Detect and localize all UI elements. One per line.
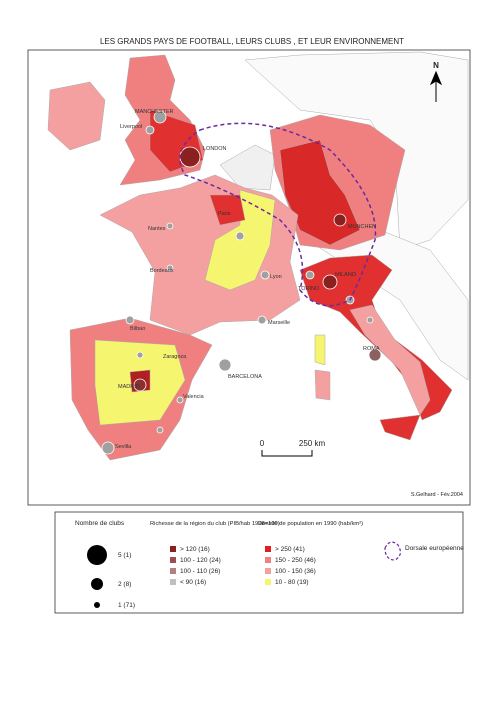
- dense-region: [209, 194, 246, 226]
- legend-swatch: [265, 579, 271, 585]
- legend: Nombre de clubs 5 (1) 2 (8) 1 (71) Riche…: [75, 520, 464, 609]
- north-label: N: [433, 61, 439, 70]
- sicily: [379, 414, 421, 441]
- place-label: LONDON: [203, 146, 227, 152]
- corsica-sardinia: [314, 334, 326, 366]
- scale-bar: 0 250 km: [260, 439, 326, 457]
- club-circle: [305, 270, 315, 280]
- place-label: Valencia: [183, 394, 205, 400]
- legend-item: 10 - 80 (19): [275, 579, 309, 586]
- place-label: Paris: [218, 211, 231, 217]
- north-arrow: N: [429, 61, 443, 102]
- legend-box: [54, 511, 464, 614]
- club-circle: [257, 315, 267, 325]
- low-density: [349, 304, 431, 416]
- legend-swatch: [265, 557, 271, 563]
- place-label: TORINO: [298, 286, 320, 292]
- club-circle: [179, 146, 201, 168]
- club-circle: [153, 110, 167, 124]
- legend-swatch: [170, 546, 176, 552]
- legend-item: > 250 (41): [275, 546, 305, 553]
- club-circle: [125, 315, 135, 325]
- place-label: Liverpool: [120, 124, 142, 130]
- club-circle: [166, 222, 174, 230]
- place-label: Bordeaux: [150, 268, 174, 274]
- place-label: Zaragoza: [163, 354, 187, 360]
- legend-item: 1 (71): [118, 602, 135, 609]
- club-circle: [133, 378, 147, 392]
- club-circle: [136, 351, 144, 359]
- club-circle: [101, 441, 115, 455]
- dorsale-europeenne: [179, 122, 377, 307]
- club-circle: [322, 274, 338, 290]
- legend-swatch: [265, 568, 271, 574]
- club-circle: [166, 264, 174, 272]
- place-label: Nantes: [148, 226, 166, 232]
- legend-title: Densité de population en 1990 (hab/km²): [258, 521, 363, 527]
- place-label: MADRID: [118, 384, 140, 390]
- legend-item: 2 (8): [118, 581, 131, 588]
- club-circle: [145, 125, 155, 135]
- legend-title: Nombre de clubs: [75, 520, 125, 527]
- other-countries: [299, 229, 469, 381]
- club-circle: [366, 316, 374, 324]
- place-label: MILANO: [335, 272, 357, 278]
- title: LES GRANDS PAYS DE FOOTBALL, LEURS CLUBS…: [100, 37, 404, 46]
- legend-item: Dorsale européenne: [405, 545, 464, 552]
- credit: S.Gelhard - Fév.2004: [411, 492, 463, 498]
- place-labels: MANCHESTER Liverpool LONDON Paris Nantes…: [115, 109, 380, 450]
- club-circle: [235, 231, 245, 241]
- place-label: ROMA: [363, 346, 380, 352]
- place-label: Sevilla: [115, 444, 132, 450]
- legend-dorsale: [384, 541, 401, 561]
- other-countries: [244, 51, 469, 251]
- legend-item: 5 (1): [118, 552, 131, 559]
- place-label: Bilbao: [130, 326, 145, 332]
- clubs: [101, 110, 382, 455]
- club-circle: [368, 348, 382, 362]
- legend-circle: [87, 545, 107, 565]
- legend-item: 100 - 150 (36): [275, 568, 316, 575]
- north-arrow-shape: [429, 70, 443, 102]
- place-label: MUNCHEN: [348, 224, 376, 230]
- legend-item: 100 - 110 (26): [180, 568, 220, 575]
- legend-swatch: [170, 557, 176, 563]
- sardinia: [314, 369, 331, 401]
- place-label: Lyon: [270, 274, 282, 280]
- club-circle: [176, 396, 184, 404]
- place-label: MANCHESTER: [135, 109, 174, 115]
- legend-title: Richesse de la région du club (PIB/hab 1…: [150, 521, 280, 527]
- scale-label: 250 km: [299, 439, 326, 448]
- legend-item: < 90 (16): [180, 579, 206, 586]
- place-label: Marseille: [268, 320, 290, 326]
- legend-item: 100 - 120 (24): [180, 557, 221, 564]
- place-label: BARCELONA: [228, 374, 262, 380]
- scale-zero: 0: [260, 439, 265, 448]
- club-circle: [260, 270, 270, 280]
- legend-swatch: [170, 568, 176, 574]
- club-circle: [156, 426, 164, 434]
- legend-swatch: [170, 579, 176, 585]
- legend-swatch: [265, 546, 271, 552]
- club-circle: [333, 213, 347, 227]
- legend-circle: [94, 602, 100, 608]
- legend-item: 150 - 250 (46): [275, 557, 316, 564]
- legend-circle: [91, 578, 103, 590]
- club-circle: [218, 358, 232, 372]
- ireland: [47, 81, 106, 151]
- legend-item: > 120 (16): [180, 546, 210, 553]
- scale-line: [261, 450, 313, 457]
